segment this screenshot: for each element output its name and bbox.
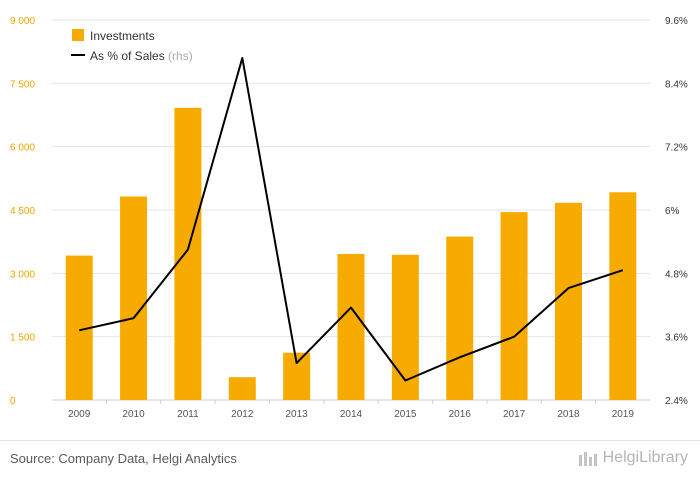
x-tick-label: 2011 bbox=[177, 409, 199, 420]
x-tick-label: 2010 bbox=[122, 409, 145, 420]
chart-footer: Source: Company Data, Helgi Analytics He… bbox=[0, 440, 700, 484]
x-tick-label: 2009 bbox=[68, 409, 91, 420]
bar bbox=[337, 253, 365, 400]
bar bbox=[500, 212, 528, 400]
brand-name: HelgiLibrary bbox=[602, 449, 688, 466]
bar bbox=[120, 196, 148, 400]
brand-logo[interactable]: HelgiLibrary bbox=[578, 449, 688, 467]
y2-tick-label: 6% bbox=[665, 206, 680, 217]
x-tick-label: 2016 bbox=[449, 409, 472, 420]
legend-rhs-note: (rhs) bbox=[168, 49, 193, 63]
bar bbox=[446, 236, 474, 400]
bar bbox=[391, 254, 419, 400]
y2-tick-label: 3.6% bbox=[665, 333, 688, 344]
x-tick-label: 2018 bbox=[557, 409, 580, 420]
y-tick-label: 9 000 bbox=[10, 16, 35, 27]
y-tick-label: 3 000 bbox=[10, 269, 35, 280]
x-tick-label: 2012 bbox=[231, 409, 254, 420]
bar bbox=[174, 107, 202, 401]
y-tick-label: 6 000 bbox=[10, 143, 35, 154]
bar bbox=[609, 192, 637, 400]
source-note: Source: Company Data, Helgi Analytics bbox=[10, 451, 237, 466]
y-tick-label: 1 500 bbox=[10, 333, 35, 344]
legend-label-investments: Investments bbox=[90, 29, 155, 43]
bar bbox=[228, 377, 256, 400]
bar bbox=[554, 202, 582, 400]
y2-tick-label: 2.4% bbox=[665, 396, 688, 407]
y2-tick-label: 9.6% bbox=[665, 16, 688, 27]
y2-tick-label: 7.2% bbox=[665, 143, 688, 154]
x-tick-label: 2019 bbox=[612, 409, 635, 420]
x-tick-label: 2013 bbox=[286, 409, 309, 420]
x-tick-label: 2015 bbox=[394, 409, 417, 420]
library-logo-icon bbox=[578, 452, 597, 466]
y2-tick-label: 4.8% bbox=[665, 269, 688, 280]
y-tick-label: 4 500 bbox=[10, 206, 35, 217]
y-tick-label: 0 bbox=[10, 396, 16, 407]
x-tick-label: 2017 bbox=[503, 409, 526, 420]
legend-swatch-investments bbox=[72, 29, 84, 41]
line-series-pct-of-sales bbox=[78, 57, 624, 382]
y2-tick-label: 8.4% bbox=[665, 79, 688, 90]
legend-label-pct-of-sales: As % of Sales (rhs) bbox=[90, 49, 193, 63]
chart: 0 1 500 3 000 4 500 6 000 7 500 9 000 2.4% 3.6% 4… bbox=[10, 16, 688, 420]
x-tick-label: 2014 bbox=[340, 409, 363, 420]
y-tick-label: 7 500 bbox=[10, 79, 35, 90]
